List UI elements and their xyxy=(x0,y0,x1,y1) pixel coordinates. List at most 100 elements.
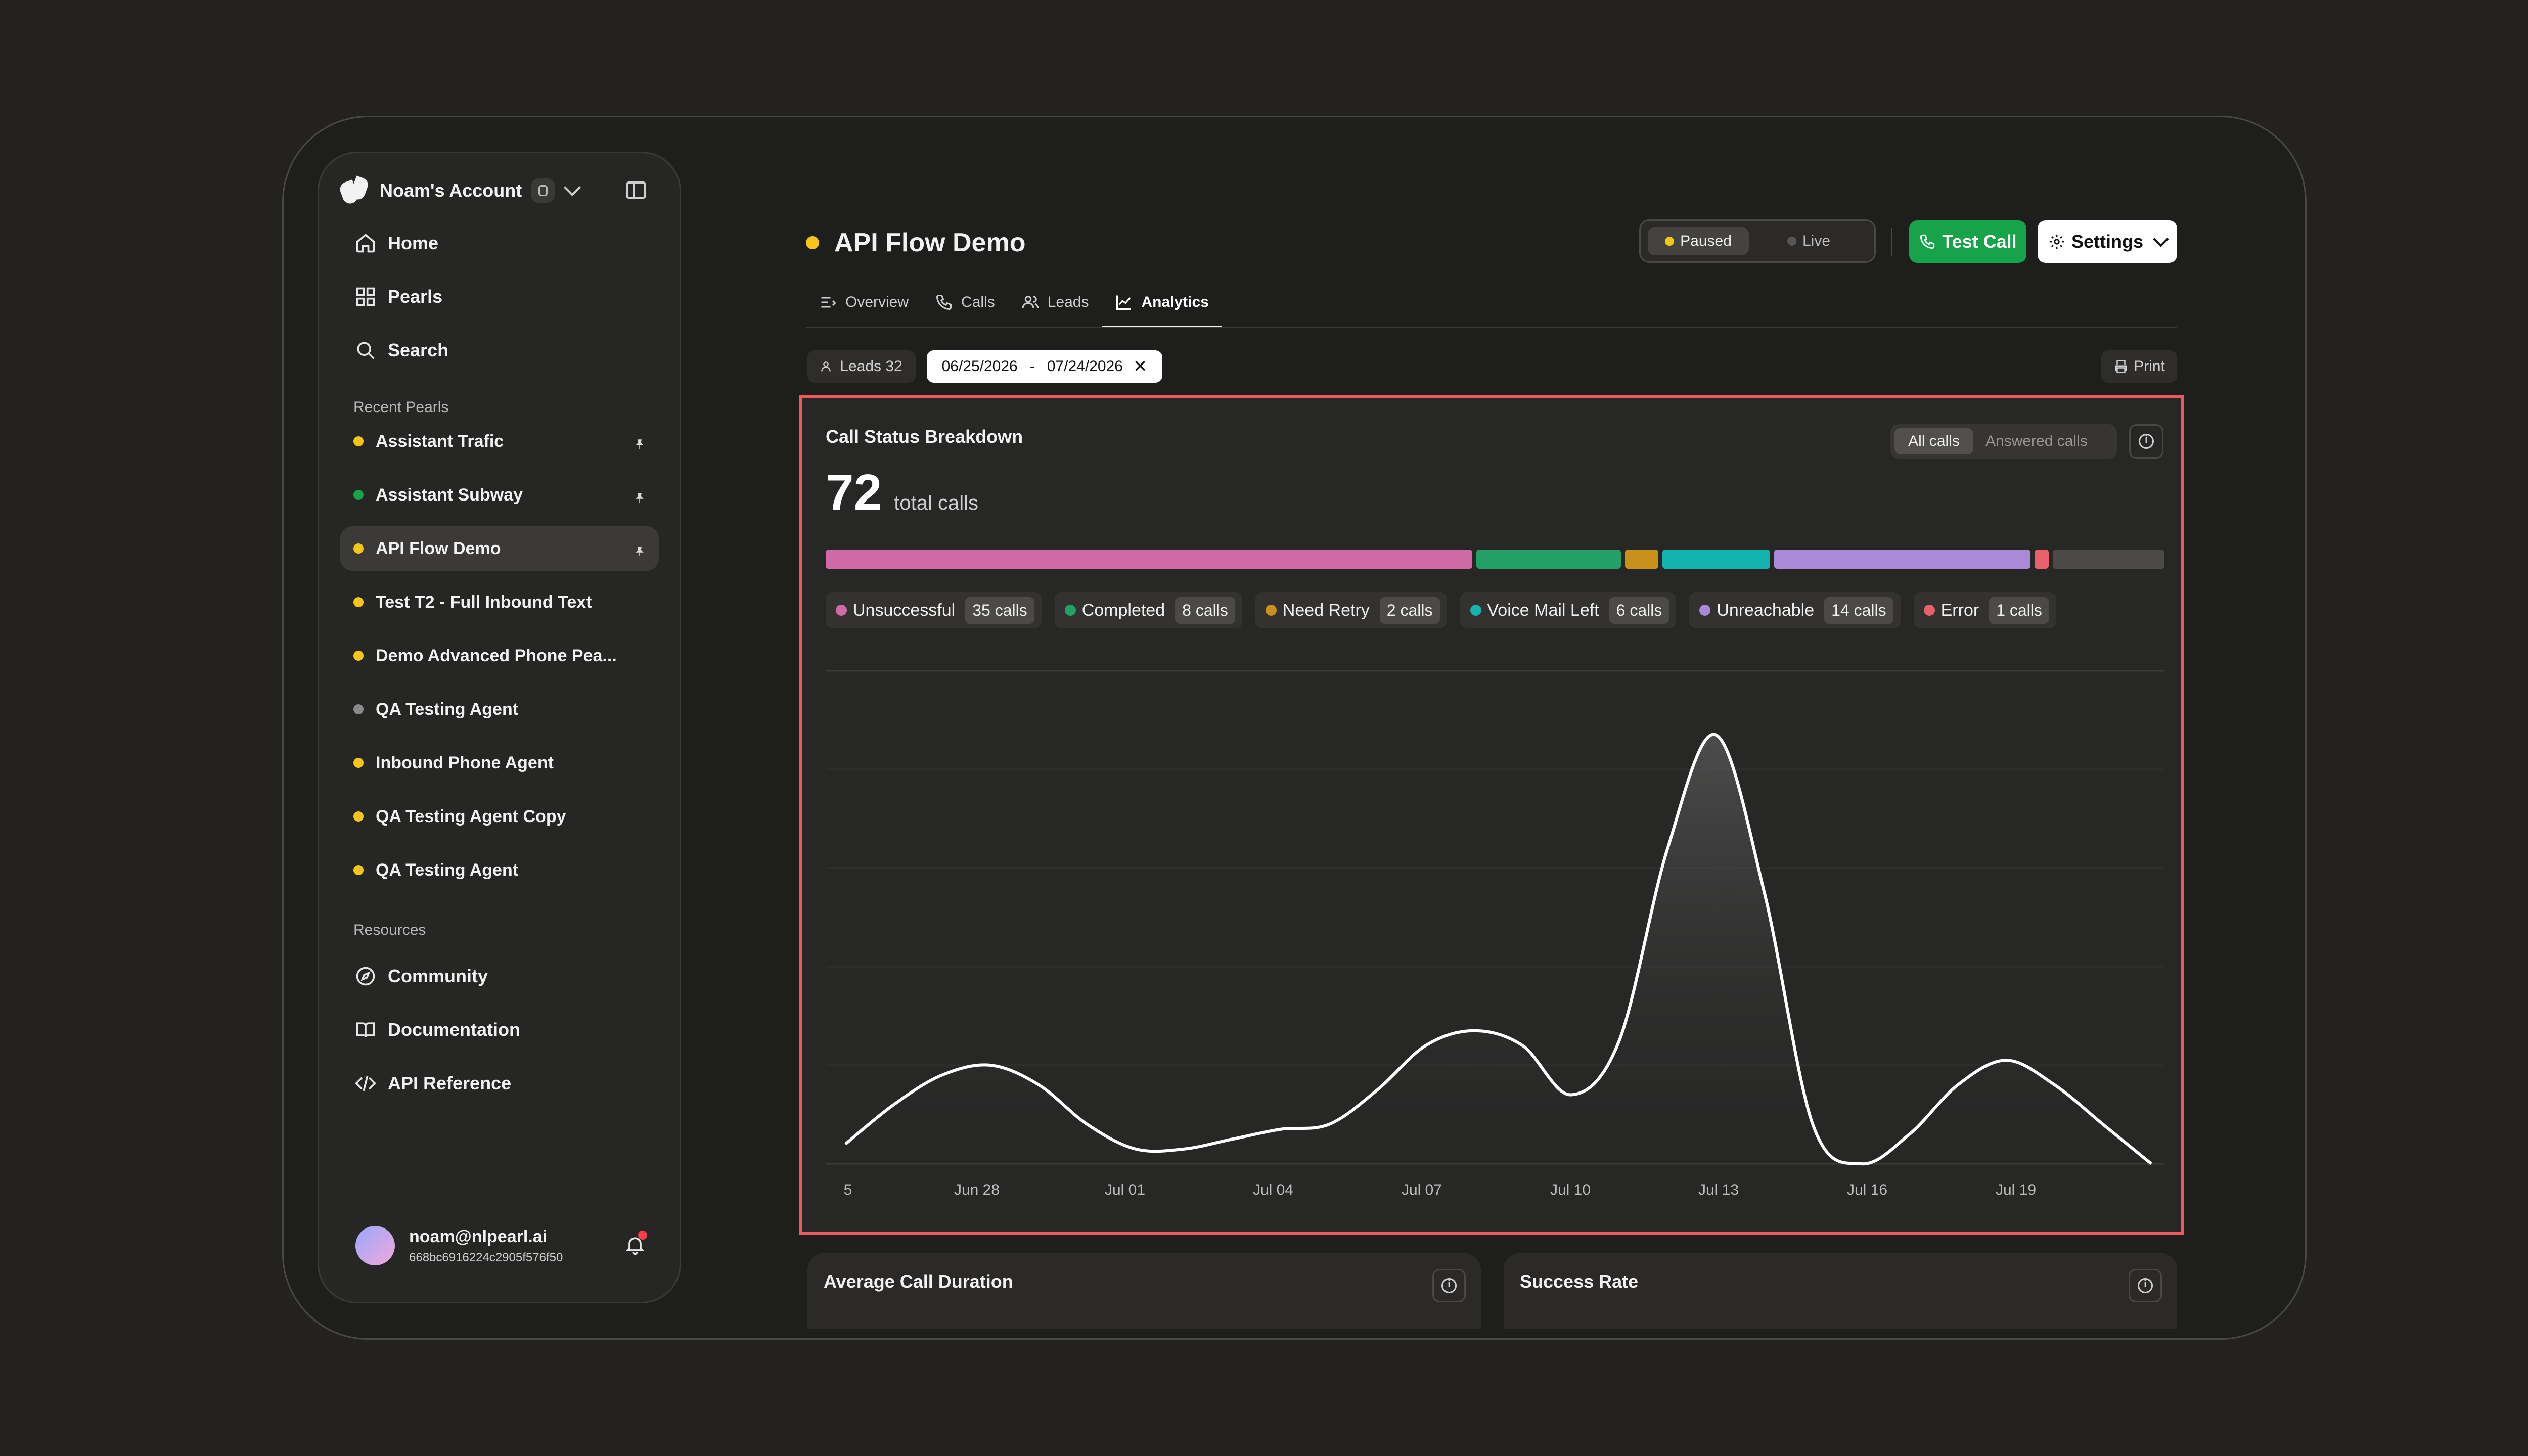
x-tick-label: Jul 19 xyxy=(1996,1181,2036,1198)
status-dot xyxy=(353,543,364,554)
status-live-label: Live xyxy=(1802,233,1831,249)
print-label: Print xyxy=(2134,358,2165,375)
resources-heading: Resources xyxy=(353,922,426,938)
sidebar-item-pearls[interactable]: Pearls xyxy=(340,278,659,316)
sidebar-item-documentation[interactable]: Documentation xyxy=(340,1011,659,1049)
legend-item[interactable]: Voice Mail Left 6 calls xyxy=(1460,592,1677,628)
date-range-filter[interactable]: 06/25/2026 - 07/24/2026 ✕ xyxy=(927,350,1162,383)
legend-count: 6 calls xyxy=(1609,597,1669,624)
info-button[interactable] xyxy=(2129,424,2163,459)
page-title: API Flow Demo xyxy=(834,228,1026,257)
card-title: Average Call Duration xyxy=(824,1271,1013,1292)
x-tick-label: Jul 07 xyxy=(1402,1181,1442,1198)
legend-item[interactable]: Need Retry 2 calls xyxy=(1255,592,1447,628)
status-paused-label: Paused xyxy=(1680,233,1732,249)
sidebar-item-label: Home xyxy=(388,233,439,253)
sidebar-item-pearl[interactable]: QA Testing Agent xyxy=(340,687,659,732)
status-live-option[interactable]: Live xyxy=(1787,227,1830,255)
pin-icon[interactable] xyxy=(634,542,646,556)
legend-item[interactable]: Completed 8 calls xyxy=(1054,592,1242,628)
users-icon xyxy=(1022,296,1039,309)
legend-dot-icon xyxy=(1699,605,1711,616)
sidebar-item-pearl[interactable]: Inbound Phone Agent xyxy=(340,741,659,785)
sidebar-item-search[interactable]: Search xyxy=(340,331,659,370)
pin-icon[interactable] xyxy=(634,435,646,449)
sidebar-item-label: QA Testing Agent Copy xyxy=(376,806,566,826)
legend-dot-icon xyxy=(1064,605,1076,616)
sidebar-item-pearl[interactable]: Test T2 - Full Inbound Text xyxy=(340,580,659,624)
user-id: 668bc6916224c2905f576f50 xyxy=(409,1250,563,1264)
tab-leads[interactable]: Leads xyxy=(1008,277,1102,328)
sidebar-toggle-icon[interactable] xyxy=(626,181,646,199)
print-button[interactable]: Print xyxy=(2101,350,2177,383)
legend-item[interactable]: Unsuccessful 35 calls xyxy=(826,592,1042,628)
legend-count: 2 calls xyxy=(1379,597,1440,624)
legend-label: Completed xyxy=(1081,600,1165,620)
sidebar-item-pearl[interactable]: QA Testing Agent Copy xyxy=(340,794,659,839)
x-tick-label: Jul 04 xyxy=(1253,1181,1293,1198)
bell-icon[interactable] xyxy=(624,1234,646,1256)
leads-filter[interactable]: Leads 32 xyxy=(807,350,916,383)
test-call-label: Test Call xyxy=(1942,231,2017,252)
account-switcher[interactable]: Noam's Account xyxy=(341,175,581,206)
recent-pearls-heading: Recent Pearls xyxy=(353,399,449,416)
sidebar-item-home[interactable]: Home xyxy=(340,224,659,262)
status-dot xyxy=(353,865,364,875)
sidebar-item-label: API Reference xyxy=(388,1073,512,1094)
legend-item[interactable]: Unreachable 14 calls xyxy=(1689,592,1901,628)
chevron-down-icon xyxy=(2153,231,2169,247)
call-status-breakdown-card: Call Status Breakdown All calls Answered… xyxy=(799,395,2184,1235)
status-paused-option[interactable]: Paused xyxy=(1648,227,1749,255)
status-toggle: Paused Live xyxy=(1639,219,1876,263)
status-bar-segment xyxy=(1625,550,1658,569)
status-dot xyxy=(353,811,364,822)
legend-label: Error xyxy=(1940,600,1979,620)
sidebar-item-api-reference[interactable]: API Reference xyxy=(340,1064,659,1103)
legend-label: Unsuccessful xyxy=(853,600,956,620)
tab-overview[interactable]: Overview xyxy=(806,277,922,328)
total-calls-value: 72 xyxy=(826,464,882,521)
legend-item[interactable]: Error 1 calls xyxy=(1913,592,2056,628)
sidebar-item-label: Community xyxy=(388,966,488,986)
date-to: 07/24/2026 xyxy=(1047,358,1123,375)
sidebar-item-pearl[interactable]: Assistant Trafic xyxy=(340,419,659,464)
x-tick-label: Jul 16 xyxy=(1847,1181,1887,1198)
legend-label: Need Retry xyxy=(1282,600,1370,620)
tab-label: Calls xyxy=(961,294,995,310)
sidebar-item-pearl[interactable]: Demo Advanced Phone Pea... xyxy=(340,633,659,678)
phone-icon xyxy=(936,295,952,310)
phone-icon xyxy=(1920,234,1935,249)
status-bar-segment xyxy=(1774,550,2030,569)
test-call-button[interactable]: Test Call xyxy=(1909,220,2026,263)
tab-analytics[interactable]: Analytics xyxy=(1102,277,1223,328)
info-button[interactable] xyxy=(2129,1269,2162,1302)
sidebar-item-label: Demo Advanced Phone Pea... xyxy=(376,646,617,665)
user-profile[interactable]: noam@nlpearl.ai 668bc6916224c2905f576f50 xyxy=(355,1226,563,1265)
total-calls-label: total calls xyxy=(894,492,978,514)
tab-bar: Overview Calls Leads Analytics xyxy=(806,277,1223,328)
search-icon xyxy=(357,342,375,359)
sidebar-item-pearl[interactable]: QA Testing Agent xyxy=(340,848,659,892)
sidebar-item-pearl[interactable]: Assistant Subway xyxy=(340,473,659,517)
status-bar-segment xyxy=(2034,550,2049,569)
status-dot xyxy=(353,704,364,714)
sidebar-item-community[interactable]: Community xyxy=(340,957,659,995)
sidebar-item-pearl[interactable]: API Flow Demo xyxy=(340,526,659,571)
status-dot xyxy=(806,236,819,249)
tab-label: Overview xyxy=(845,294,909,310)
calls-over-time-chart: 5 Jun 28 Jul 01 Jul 04 Jul 07 Jul 10 Jul 13 Jul… xyxy=(826,670,2164,1198)
status-bar-segment xyxy=(826,550,1473,569)
x-tick-label: 5 xyxy=(844,1181,852,1198)
tab-calls[interactable]: Calls xyxy=(922,277,1008,328)
close-icon[interactable]: ✕ xyxy=(1133,357,1148,376)
tab-label: Analytics xyxy=(1141,294,1209,310)
all-calls-option[interactable]: All calls xyxy=(1894,428,1973,454)
pin-icon[interactable] xyxy=(634,489,646,503)
info-button[interactable] xyxy=(1432,1269,1466,1302)
gear-icon xyxy=(2049,234,2064,249)
legend-count: 35 calls xyxy=(965,597,1034,624)
answered-calls-option[interactable]: Answered calls xyxy=(1985,433,2088,449)
page-header: API Flow Demo xyxy=(806,222,1025,263)
settings-button[interactable]: Settings xyxy=(2038,220,2177,263)
legend-label: Unreachable xyxy=(1717,600,1815,620)
